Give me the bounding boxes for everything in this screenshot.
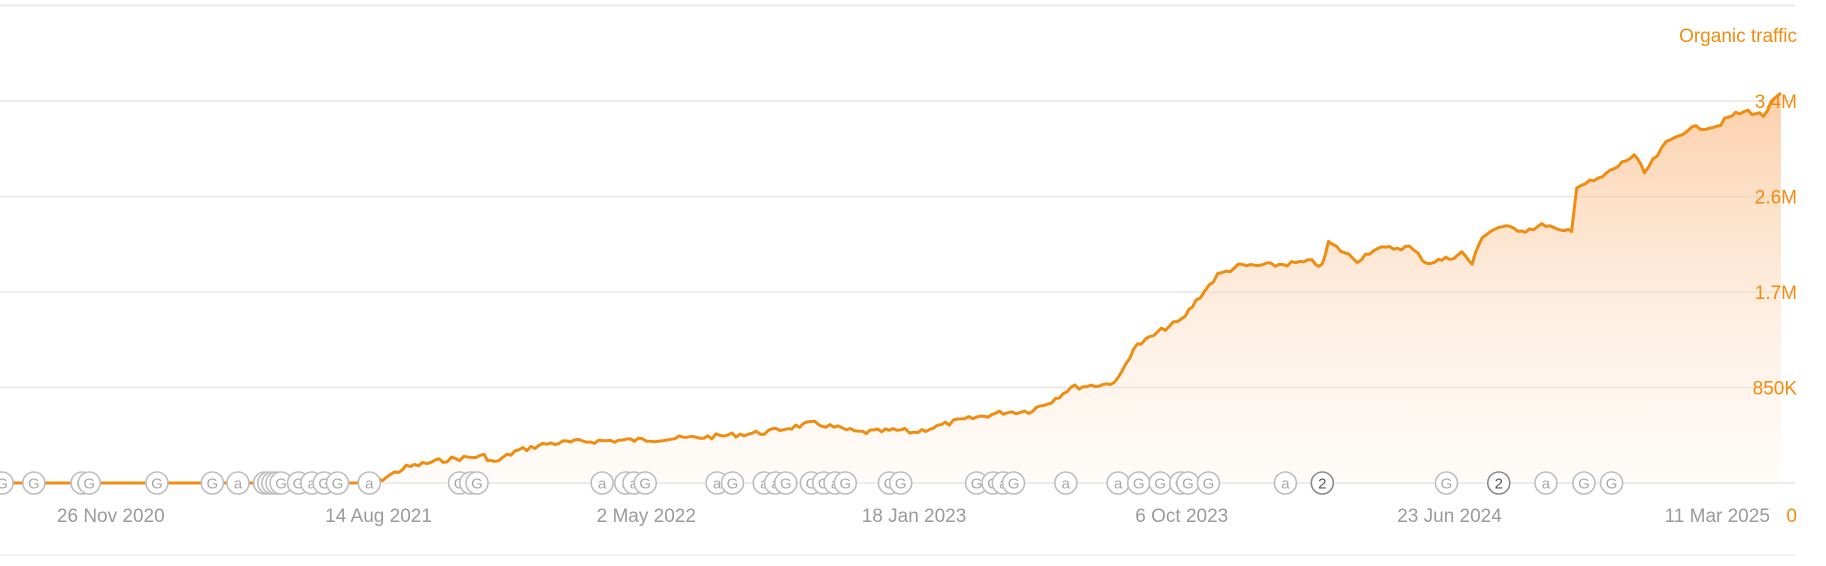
annotation-marker-46[interactable]: a [1273,471,1298,495]
annotation-marker-47[interactable]: 2 [1310,471,1335,495]
annotation-label: G [1441,476,1453,493]
annotation-label: G [839,476,851,493]
annotation-label: a [1114,476,1123,493]
annotation-label: G [639,476,651,493]
x-tick-label-5: 23 Jun 2024 [1397,506,1502,527]
annotation-marker-48[interactable]: G [1434,471,1459,495]
annotation-label: G [1606,476,1618,493]
x-axis-ticks: 26 Nov 2020 14 Aug 2021 2 May 2022 18 Jan 2… [57,506,1770,527]
annotation-label: a [365,476,374,493]
annotation-marker-50[interactable]: a [1534,471,1558,495]
annotation-label: G [1203,476,1215,493]
annotation-marker-34[interactable]: G [888,471,913,495]
annotation-marker-0[interactable]: G [0,471,14,495]
annotation-label: a [1281,476,1290,493]
annotation-marker-4[interactable]: G [145,471,169,495]
x-tick-label-4: 6 Oct 2023 [1135,506,1228,527]
annotation-label: a [234,476,243,493]
annotation-label: G [971,476,983,493]
y-tick-label-2: 1.7M [1755,283,1797,304]
annotation-marker-15[interactable]: G [325,471,350,495]
y-tick-label-3: 2.6M [1755,188,1797,209]
annotation-label: a [598,476,607,493]
area-fill-layer [357,93,1781,483]
annotation-label: G [1182,476,1194,493]
annotation-label: G [727,476,739,493]
annotation-label: G [83,476,95,493]
annotation-marker-25[interactable]: G [720,471,745,495]
annotation-label: 2 [1318,476,1326,493]
annotation-label: G [275,476,287,493]
annotation-label: G [332,476,344,493]
annotation-label: G [806,476,818,493]
annotation-label: G [293,476,305,493]
x-tick-label-2: 2 May 2022 [597,506,696,527]
x-tick-label-3: 18 Jan 2023 [862,506,967,527]
annotation-label: G [207,476,219,493]
annotation-label: G [1154,476,1166,493]
annotation-marker-41[interactable]: G [1126,471,1151,495]
y-axis-ticks: 0 850K 1.7M 2.6M 3.4M [1753,92,1798,527]
annotation-label: a [308,476,317,493]
annotation-marker-3[interactable]: G [77,471,102,495]
annotation-marker-49[interactable]: 2 [1486,471,1511,495]
y-tick-label-4: 3.4M [1755,92,1797,113]
y-tick-label-0: 0 [1786,506,1797,527]
annotation-label: a [1542,476,1551,493]
annotation-label: 2 [1495,476,1503,493]
x-tick-label-0: 26 Nov 2020 [57,506,165,527]
annotation-label: G [318,476,330,493]
annotation-label: G [0,476,8,493]
annotation-marker-42[interactable]: G [1148,471,1173,495]
y-tick-label-1: 850K [1753,379,1798,400]
annotation-label: a [1062,476,1071,493]
annotation-marker-6[interactable]: a [226,471,250,495]
series-label-organic-traffic: Organic traffic [1679,26,1797,47]
annotation-marker-39[interactable]: a [1054,471,1078,495]
annotation-label: G [28,476,40,493]
annotation-label: G [1578,476,1590,493]
annotation-marker-5[interactable]: G [200,471,225,495]
annotation-marker-19[interactable]: G [465,471,489,495]
x-tick-label-6: 11 Mar 2025 [1665,506,1770,527]
annotation-marker-45[interactable]: G [1196,471,1221,495]
annotation-marker-44[interactable]: G [1176,471,1200,495]
annotation-markers[interactable]: GGGGGGaGGGGGGaGGaGGGaaaGaGaaGGGaGGGGGaGa… [0,471,1624,495]
annotation-marker-20[interactable]: a [590,471,614,495]
annotation-marker-52[interactable]: G [1599,471,1624,495]
annotation-label: G [895,476,907,493]
annotation-label: G [780,476,792,493]
annotation-marker-38[interactable]: G [1001,471,1026,495]
organic-traffic-area [357,93,1781,483]
annotation-marker-40[interactable]: a [1106,471,1130,495]
x-tick-label-1: 14 Aug 2021 [325,506,432,527]
annotation-marker-51[interactable]: G [1572,471,1596,495]
annotation-label: G [471,476,483,493]
annotation-marker-23[interactable]: G [633,471,658,495]
annotation-label: G [1133,476,1145,493]
annotation-label: G [151,476,163,493]
annotation-marker-1[interactable]: G [22,471,46,495]
annotation-marker-32[interactable]: G [833,471,858,495]
annotation-label: G [1008,476,1020,493]
annotation-marker-28[interactable]: G [773,471,798,495]
annotation-marker-16[interactable]: a [357,471,382,495]
annotation-label: a [713,476,722,493]
